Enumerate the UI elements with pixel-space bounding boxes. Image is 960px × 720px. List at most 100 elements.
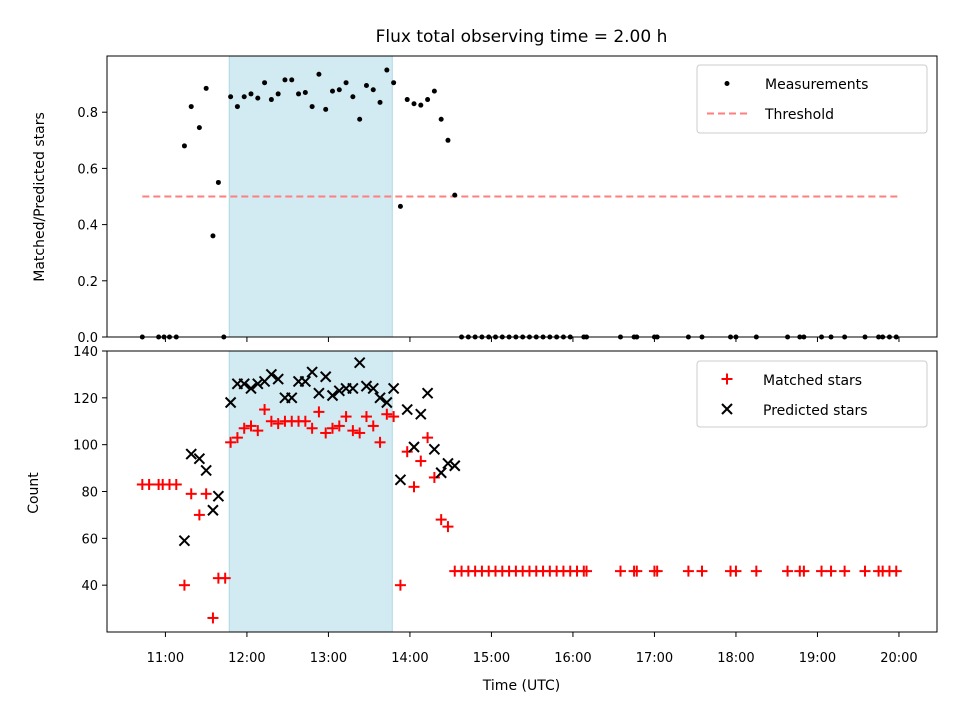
top-y-tick-label: 0.4 [77, 219, 98, 234]
matched-star-point [245, 420, 257, 432]
measurement-point [323, 106, 329, 112]
measurement-point [329, 88, 335, 94]
matched-star-point [859, 565, 871, 577]
x-tick-label: 13:00 [310, 651, 347, 666]
predicted-star-point [306, 366, 318, 378]
bottom-y-tick-label: 80 [81, 486, 98, 501]
bottom-y-axis-label: Count [26, 472, 42, 514]
legend-predicted-label: Predicted stars [763, 403, 868, 419]
x-tick-label: 14:00 [391, 651, 428, 666]
measurement-points [139, 67, 899, 340]
predicted-star-point [367, 382, 379, 395]
bottom-highlight-span [228, 350, 393, 633]
matched-star-point [143, 478, 155, 490]
predicted-star-point [185, 448, 197, 460]
x-axis-label: Time (UTC) [482, 678, 560, 694]
top-legend: Measurements Threshold [696, 64, 928, 134]
matched-star-point [651, 565, 663, 577]
matched-star-point [388, 411, 400, 423]
bottom-y-tick-label: 60 [81, 532, 98, 547]
predicted-star-point [252, 378, 264, 390]
matched-star-point [313, 406, 325, 418]
legend-measurements-marker [724, 81, 730, 86]
matched-star-point [631, 565, 643, 577]
measurement-point [445, 137, 451, 143]
measurement-point [203, 85, 209, 91]
matched-star-point [367, 420, 379, 432]
x-tick-label: 12:00 [228, 651, 265, 666]
top-y-tick-label: 0.6 [77, 162, 98, 177]
predicted-star-point [408, 441, 420, 453]
measurement-point [357, 116, 363, 122]
matched-star-point [422, 432, 434, 444]
x-tick-label: 17:00 [636, 651, 673, 666]
predicted-star-point [212, 490, 225, 502]
measurement-point [431, 88, 437, 94]
measurement-point [397, 203, 403, 209]
matched-star-point [839, 565, 851, 577]
x-tick-label: 20:00 [880, 651, 917, 666]
predicted-star-point [313, 387, 325, 399]
measurement-point [391, 80, 397, 86]
matched-star-point [682, 565, 694, 577]
measurement-point [282, 77, 288, 83]
predicted-star-point [299, 375, 312, 388]
measurement-point [411, 101, 417, 107]
measurement-point [196, 125, 202, 131]
predicted-star-point [193, 453, 206, 465]
top-y-tick-label: 0.8 [77, 106, 98, 121]
top-y-tick-label: 0.0 [77, 331, 98, 346]
legend-predicted-marker [721, 403, 733, 415]
matched-star-point [299, 415, 311, 427]
measurement-point [255, 95, 261, 101]
measurement-point [336, 87, 342, 93]
predicted-star-point [374, 392, 386, 404]
predicted-star-point [207, 504, 219, 516]
measurement-point [188, 104, 194, 110]
matched-star-point [259, 404, 271, 416]
measurement-point [248, 91, 254, 97]
predicted-star-point [347, 382, 359, 395]
predicted-star-point [333, 385, 345, 397]
matched-star-point [265, 415, 277, 427]
matched-star-point [428, 471, 440, 483]
top-x-ticks [164, 337, 900, 342]
bottom-legend: Matched stars Predicted stars [696, 360, 928, 428]
bottom-y-tick-label: 100 [73, 439, 98, 454]
matched-star-point [207, 612, 219, 624]
matched-star-point [415, 455, 427, 467]
matched-star-point [730, 565, 742, 577]
matched-star-point [890, 565, 902, 577]
x-tick-label: 19:00 [799, 651, 836, 666]
matched-star-point [170, 478, 182, 490]
predicted-star-point [428, 443, 441, 456]
measurement-point [302, 90, 308, 96]
matched-star-point [354, 427, 366, 439]
predicted-star-point [272, 373, 284, 385]
measurement-point [309, 104, 315, 110]
matched-star-point [225, 436, 237, 448]
measurement-point [363, 83, 369, 89]
matched-star-point [581, 565, 593, 577]
matched-star-point [381, 408, 393, 420]
matched-star-point [782, 565, 794, 577]
measurement-point [241, 94, 247, 100]
matched-star-point [185, 488, 197, 500]
measurement-point [370, 87, 376, 93]
matched-star-point [333, 420, 345, 432]
legend-matched-label: Matched stars [763, 373, 862, 389]
top-y-axis-label: Matched/Predicted stars [32, 112, 48, 282]
bottom-legend-box [696, 360, 928, 428]
measurement-point [343, 80, 349, 86]
bottom-panel: 40 60 80 100 120 140 11:00 12:00 13:00 14:00 15:0… [26, 345, 938, 694]
x-tick-label: 11:00 [147, 651, 184, 666]
matched-star-point [306, 422, 318, 434]
measurement-point [215, 179, 221, 185]
bottom-axes-frame [106, 350, 938, 633]
predicted-star-point [200, 464, 212, 477]
matched-star-point [231, 432, 243, 444]
measurement-point [234, 104, 240, 110]
predicted-star-point [286, 392, 298, 404]
predicted-star-point [435, 467, 447, 479]
measurement-point [181, 143, 187, 149]
